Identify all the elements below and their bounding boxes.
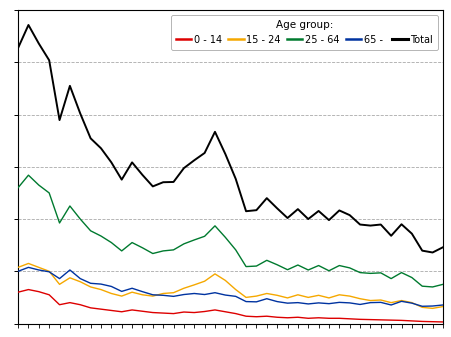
Legend: 0 - 14, 15 - 24, 25 - 64, 65 - , Total: 0 - 14, 15 - 24, 25 - 64, 65 - , Total [170,15,437,50]
